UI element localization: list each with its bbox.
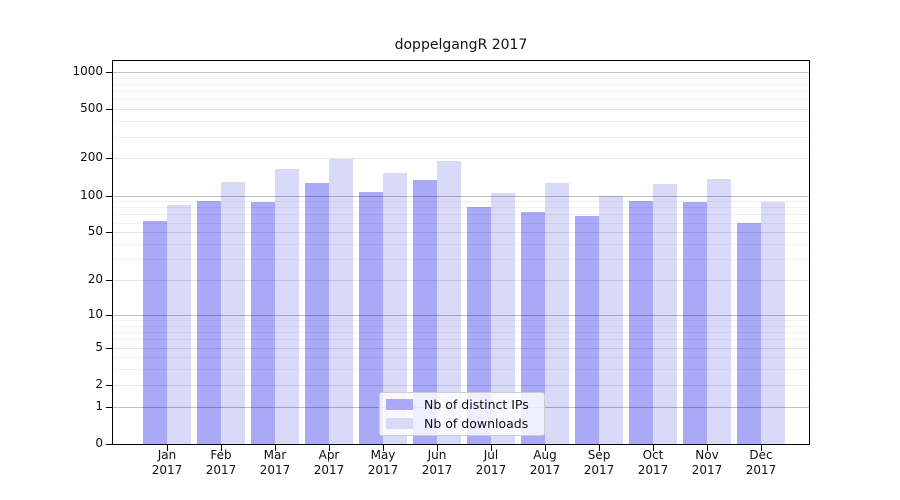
y-tick-label-10: 10 [87,307,103,321]
gridline-9 [113,320,809,321]
chart-title: doppelgangR 2017 [394,37,528,53]
x-tick-label-aug: Aug 2017 [529,448,561,477]
x-tick-sep [599,445,600,451]
gridline-400 [113,121,809,122]
y-tick-20 [106,280,112,281]
gridline-60 [113,223,809,224]
legend: Nb of distinct IPs Nb of downloads [379,392,545,436]
gridline-100 [113,196,809,197]
gridline-500 [113,109,809,110]
gridline-10 [113,315,809,316]
x-tick-label-oct: Oct 2017 [637,448,669,477]
x-tick-dec [761,445,762,451]
y-tick-2 [106,385,112,386]
y-tick-10 [106,315,112,316]
x-tick-label-nov: Nov 2017 [691,448,723,477]
gridline-6 [113,339,809,340]
bar-downloads-dec [761,202,785,444]
y-tick-label-1: 1 [95,399,103,413]
bar-distinct-ips-oct [629,201,653,444]
legend-swatch-downloads [386,418,413,429]
gridline-8 [113,326,809,327]
bar-downloads-mar [275,169,299,444]
legend-label-distinct-ips: Nb of distinct IPs [424,396,529,412]
bar-downloads-apr [329,159,353,444]
bar-downloads-feb [221,182,245,444]
y-tick-label-0: 0 [95,436,103,450]
y-tick-1 [106,407,112,408]
gridline-1000 [113,72,809,73]
x-tick-aug [545,445,546,451]
y-tick-100 [106,196,112,197]
y-tick-label-20: 20 [87,272,103,286]
x-tick-label-may: May 2017 [367,448,399,477]
y-tick-1000 [106,72,112,73]
gridline-600 [113,99,809,100]
y-tick-label-1000: 1000 [72,64,103,78]
legend-label-downloads: Nb of downloads [424,415,529,431]
gridline-200 [113,158,809,159]
bar-distinct-ips-dec [737,223,761,444]
legend-item-downloads: Nb of downloads [386,416,536,432]
y-tick-500 [106,109,112,110]
y-tick-label-5: 5 [95,340,103,354]
gridline-30 [113,259,809,260]
x-tick-may [383,445,384,451]
gridline-20 [113,280,809,281]
bar-distinct-ips-sep [575,216,599,444]
bar-distinct-ips-mar [251,202,275,444]
x-tick-label-jul: Jul 2017 [475,448,507,477]
y-tick-50 [106,232,112,233]
y-tick-5 [106,348,112,349]
x-tick-apr [329,445,330,451]
gridline-70 [113,214,809,215]
gridline-300 [113,137,809,138]
gridline-7 [113,332,809,333]
x-tick-oct [653,445,654,451]
bar-distinct-ips-apr [305,183,329,444]
bar-downloads-sep [599,196,623,444]
gridline-5 [113,348,809,349]
bar-distinct-ips-jan [143,221,167,444]
y-tick-label-100: 100 [80,188,103,202]
x-tick-label-dec: Dec 2017 [745,448,777,477]
gridline-700 [113,91,809,92]
y-tick-label-200: 200 [80,150,103,164]
bar-downloads-jan [167,205,191,444]
x-tick-label-mar: Mar 2017 [259,448,291,477]
x-tick-label-jan: Jan 2017 [151,448,183,477]
bar-distinct-ips-nov [683,202,707,444]
x-tick-label-apr: Apr 2017 [313,448,345,477]
bar-distinct-ips-feb [197,201,221,444]
y-tick-label-50: 50 [87,224,103,238]
gridline-800 [113,84,809,85]
y-tick-0 [106,444,112,445]
x-tick-mar [275,445,276,451]
gridline-90 [113,201,809,202]
x-tick-jun [437,445,438,451]
legend-item-distinct-ips: Nb of distinct IPs [386,397,536,413]
x-tick-feb [221,445,222,451]
x-tick-label-feb: Feb 2017 [205,448,237,477]
bar-downloads-aug [545,183,569,444]
bar-downloads-oct [653,184,677,444]
y-tick-label-2: 2 [95,377,103,391]
x-tick-label-sep: Sep 2017 [583,448,615,477]
y-tick-200 [106,158,112,159]
x-tick-jan [167,445,168,451]
gridline-50 [113,232,809,233]
x-tick-jul [491,445,492,451]
x-tick-nov [707,445,708,451]
gridline-2 [113,385,809,386]
gridline-4 [113,357,809,358]
y-tick-label-500: 500 [80,101,103,115]
x-tick-label-jun: Jun 2017 [421,448,453,477]
bar-downloads-nov [707,179,731,444]
gridline-3 [113,369,809,370]
gridline-40 [113,244,809,245]
legend-swatch-distinct-ips [386,399,413,410]
gridline-900 [113,78,809,79]
gridline-80 [113,207,809,208]
